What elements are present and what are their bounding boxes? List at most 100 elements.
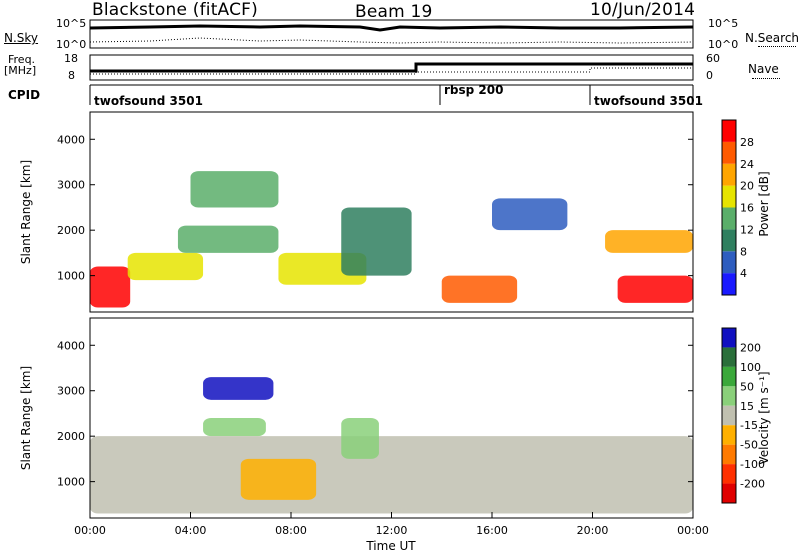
ytick-label-1: 2000 (57, 430, 85, 443)
velocity-region-2 (90, 436, 693, 514)
xtick-label-4: 16:00 (476, 524, 508, 537)
velocity-region-1 (203, 418, 266, 437)
vel-colorbar-swatch-4 (722, 405, 736, 426)
freq-left-tick-bottom: 8 (68, 69, 75, 82)
colorbar-swatch-3 (722, 207, 736, 230)
vel-colorbar-tick-1: 100 (740, 361, 761, 374)
velocity-region-3 (240, 458, 317, 500)
noise-left-tick-top: 10^5 (56, 17, 87, 30)
freq-panel (89, 54, 694, 81)
xtick-label-6: 00:00 (677, 524, 709, 537)
nave-label: Nave (748, 62, 779, 76)
power-colorbar-label: Power [dB] (757, 171, 771, 236)
xtick-label-3: 12:00 (376, 524, 408, 537)
noise-panel (89, 19, 694, 49)
power-plot: 1000 2000 3000 4000 Slant Range [km] (19, 111, 694, 313)
velocity-region-4 (341, 418, 379, 459)
colorbar-tick-3: 16 (740, 202, 754, 215)
noise-right-tick-top: 10^5 (708, 17, 739, 30)
cpid-segment-1: twofsound 3501 (94, 94, 203, 108)
vel-colorbar-swatch-7 (722, 464, 736, 484)
vel-colorbar-tick-6: -100 (740, 458, 765, 471)
vel-colorbar-swatch-1 (722, 347, 736, 367)
ytick-label-1: 2000 (57, 224, 85, 237)
nsky-label: N.Sky (4, 31, 39, 45)
velocity-data-regions (90, 377, 693, 514)
power-colorbar: 4 8 12 16 20 24 28 (721, 119, 754, 296)
nsky-trace (89, 24, 694, 32)
noise-right-tick-bottom: 10^0 (708, 38, 739, 51)
freq-label: Freq. (8, 53, 36, 66)
vel-colorbar-tick-7: -200 (740, 478, 765, 491)
colorbar-swatch-0 (722, 273, 736, 295)
cpid-bar (89, 84, 694, 105)
velocity-plot: 1000 2000 3000 4000 00:00 04:00 08:00 12:00 16:… (19, 317, 709, 553)
power-region-3 (190, 171, 279, 208)
nsearch-trace (89, 37, 694, 44)
velocity-region-0 (203, 377, 274, 400)
vel-colorbar-swatch-0 (722, 328, 736, 348)
cpid-segment-2: rbsp 200 (444, 83, 504, 97)
colorbar-tick-1: 8 (740, 245, 747, 258)
freq-right-tick-bottom: 0 (706, 69, 713, 82)
vel-colorbar-swatch-8 (722, 483, 736, 503)
date-label: 10/Jun/2014 (590, 0, 696, 20)
vel-colorbar-swatch-3 (722, 386, 736, 406)
colorbar-swatch-1 (722, 251, 736, 274)
vel-colorbar-tick-4: -15 (740, 419, 758, 432)
xtick-label-0: 00:00 (74, 524, 106, 537)
ytick-label-0: 1000 (57, 476, 85, 489)
cpid-label: CPID (8, 88, 41, 102)
power-region-5 (341, 207, 412, 276)
xtick-label-5: 20:00 (577, 524, 609, 537)
colorbar-tick-5: 24 (740, 158, 754, 171)
vel-colorbar-tick-0: 200 (740, 341, 761, 354)
power-ylabel: Slant Range [km] (19, 160, 33, 264)
power-y-ticks: 1000 2000 3000 4000 (57, 133, 693, 283)
colorbar-swatch-2 (722, 229, 736, 252)
power-data-regions (90, 171, 693, 308)
ytick-label-3: 4000 (57, 339, 85, 352)
noise-left-tick-bottom: 10^0 (56, 38, 87, 51)
vel-colorbar-swatch-2 (722, 366, 736, 387)
beam-label: Beam 19 (355, 2, 433, 22)
vel-colorbar-swatch-6 (722, 444, 736, 465)
colorbar-tick-2: 12 (740, 223, 754, 236)
velocity-colorbar-label: Velocity [m s⁻¹] (757, 371, 771, 464)
vel-colorbar-tick-3: 15 (740, 400, 754, 413)
velocity-colorbar: 200 100 50 15 -15 -50 -100 -200 (721, 327, 765, 504)
freq-right-tick-top: 60 (706, 52, 720, 65)
power-region-6 (441, 275, 518, 303)
power-region-8 (605, 230, 693, 253)
colorbar-swatch-6 (722, 141, 736, 164)
nave-legend-line (752, 78, 780, 79)
ytick-label-3: 4000 (57, 133, 85, 146)
station-title: Blackstone (fitACF) (92, 0, 258, 20)
power-region-9 (617, 275, 693, 303)
freq-unit-label: [MHz] (4, 64, 37, 77)
colorbar-tick-4: 20 (740, 180, 754, 193)
power-region-0 (90, 266, 131, 308)
vel-colorbar-tick-5: -50 (740, 439, 758, 452)
vel-colorbar-tick-2: 50 (740, 380, 754, 393)
velocity-ylabel: Slant Range [km] (19, 366, 33, 470)
xtick-label-1: 04:00 (175, 524, 207, 537)
power-region-7 (492, 198, 568, 231)
colorbar-swatch-5 (722, 163, 736, 186)
vel-colorbar-swatch-5 (722, 425, 736, 445)
velocity-x-ticks: 00:00 04:00 08:00 12:00 16:00 20:00 00:00 (74, 512, 709, 537)
cpid-segment-3: twofsound 3501 (594, 94, 703, 108)
power-region-2 (177, 225, 279, 253)
colorbar-tick-0: 4 (740, 267, 747, 280)
nave-trace (90, 67, 693, 75)
power-region-1 (127, 252, 204, 281)
xtick-label-2: 08:00 (275, 524, 307, 537)
colorbar-swatch-4 (722, 185, 736, 208)
velocity-xlabel: Time UT (365, 539, 416, 553)
freq-left-tick-top: 18 (64, 52, 78, 65)
nsearch-legend-line (758, 46, 796, 47)
ytick-label-2: 3000 (57, 385, 85, 398)
ytick-label-2: 3000 (57, 179, 85, 192)
velocity-y-ticks: 1000 2000 3000 4000 (57, 339, 693, 489)
